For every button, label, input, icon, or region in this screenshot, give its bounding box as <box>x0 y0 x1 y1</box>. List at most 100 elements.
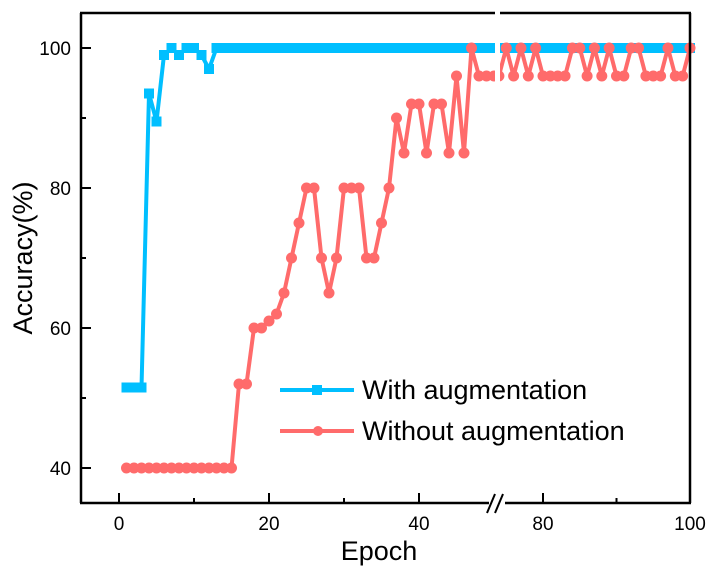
square-marker-icon <box>241 43 252 53</box>
series-layer <box>121 14 696 502</box>
circle-marker-icon <box>293 217 305 229</box>
square-marker-icon <box>399 43 409 53</box>
circle-marker-icon <box>353 182 365 194</box>
plot-frame <box>79 11 692 505</box>
x-tick-label: 100 <box>674 514 706 535</box>
square-marker-icon <box>316 43 327 53</box>
y-tick-labels: 40 60 80 100 <box>39 39 71 480</box>
x-tick-label: 0 <box>114 514 125 535</box>
circle-marker-icon <box>530 42 542 54</box>
square-marker-icon <box>324 43 334 53</box>
series-line <box>126 46 494 390</box>
square-marker-icon <box>234 43 244 53</box>
square-marker-icon <box>256 43 267 53</box>
circle-marker-icon <box>271 308 282 320</box>
circle-marker-icon <box>508 70 520 82</box>
square-marker-icon <box>346 43 357 53</box>
circle-marker-icon <box>316 252 327 264</box>
square-marker-icon <box>582 43 593 53</box>
square-marker-icon <box>361 43 372 53</box>
circle-marker-icon <box>383 182 395 194</box>
circle-marker-icon <box>522 70 534 82</box>
square-marker-icon <box>294 43 304 53</box>
square-marker-icon <box>474 43 484 53</box>
x-axis-title: Epoch <box>341 536 418 566</box>
x-tick-labels: 0 20 40 80 100 <box>114 514 706 535</box>
square-marker-icon <box>677 43 688 53</box>
circle-marker-icon <box>662 42 674 54</box>
square-marker-icon <box>211 43 222 53</box>
square-marker-icon <box>611 43 622 53</box>
x-tick-label: 80 <box>532 514 553 535</box>
square-marker-icon <box>354 43 364 53</box>
y-tick-label: 100 <box>39 39 71 60</box>
square-marker-icon <box>384 43 394 53</box>
x-tick-label: 40 <box>408 514 429 535</box>
legend-label: Without augmentation <box>362 416 625 446</box>
square-marker-icon <box>436 43 447 53</box>
axis-break-gap <box>495 14 500 502</box>
square-marker-icon <box>481 43 492 53</box>
square-marker-icon <box>414 43 424 53</box>
legend-item-with-augmentation: With augmentation <box>280 375 587 405</box>
circle-marker-icon <box>376 217 387 229</box>
square-marker-icon <box>545 43 556 53</box>
square-marker-icon <box>331 43 342 53</box>
square-marker-icon <box>429 43 439 53</box>
circle-marker-icon <box>466 42 477 54</box>
square-marker-icon <box>508 43 519 53</box>
square-marker-icon <box>339 43 349 53</box>
series-with-augmentation <box>121 43 695 393</box>
circle-marker-icon <box>256 322 267 334</box>
circle-marker-icon <box>226 462 237 474</box>
circle-marker-icon <box>241 378 252 390</box>
circle-marker-icon <box>618 70 630 82</box>
square-marker-icon <box>376 43 387 53</box>
square-marker-icon <box>181 43 192 53</box>
circle-marker-icon <box>677 70 689 82</box>
circle-marker-icon <box>323 287 335 299</box>
x-tick-label: 20 <box>258 514 279 535</box>
circle-marker-icon <box>413 98 425 110</box>
square-marker-icon <box>640 43 651 53</box>
circle-marker-icon <box>559 70 571 82</box>
circle-marker-icon <box>588 42 600 54</box>
square-marker-icon <box>618 43 629 53</box>
square-marker-icon <box>129 382 139 393</box>
square-marker-icon <box>271 43 282 53</box>
legend: With augmentation Without augmentation <box>280 375 625 446</box>
y-tick-label: 40 <box>50 459 71 480</box>
square-marker-icon <box>226 43 237 53</box>
circle-marker-icon <box>263 315 275 327</box>
y-axis-title: Accuracy(%) <box>8 181 38 334</box>
square-marker-icon <box>286 43 297 53</box>
square-marker-icon <box>196 50 207 60</box>
legend-label: With augmentation <box>362 375 587 405</box>
square-marker-icon <box>312 385 322 395</box>
square-marker-icon <box>391 43 402 53</box>
square-marker-icon <box>166 43 177 53</box>
square-marker-icon <box>648 43 659 53</box>
square-marker-icon <box>444 43 454 53</box>
circle-marker-icon <box>421 147 432 159</box>
square-marker-icon <box>655 43 666 53</box>
circle-marker-icon <box>655 70 667 82</box>
circle-marker-icon <box>633 42 645 54</box>
series-line <box>126 46 494 470</box>
square-marker-icon <box>189 43 199 53</box>
square-marker-icon <box>204 64 214 74</box>
square-marker-icon <box>159 50 169 60</box>
axis-break-marker <box>486 493 505 514</box>
legend-item-without-augmentation: Without augmentation <box>280 416 625 446</box>
square-marker-icon <box>174 50 184 60</box>
circle-marker-icon <box>436 98 447 110</box>
circle-marker-icon <box>596 70 608 82</box>
square-marker-icon <box>219 43 229 53</box>
square-marker-icon <box>523 43 534 53</box>
square-marker-icon <box>121 382 132 393</box>
square-marker-icon <box>309 43 319 53</box>
square-marker-icon <box>670 43 681 53</box>
square-marker-icon <box>144 88 154 99</box>
circle-marker-icon <box>308 182 320 194</box>
circle-marker-icon <box>368 252 380 264</box>
